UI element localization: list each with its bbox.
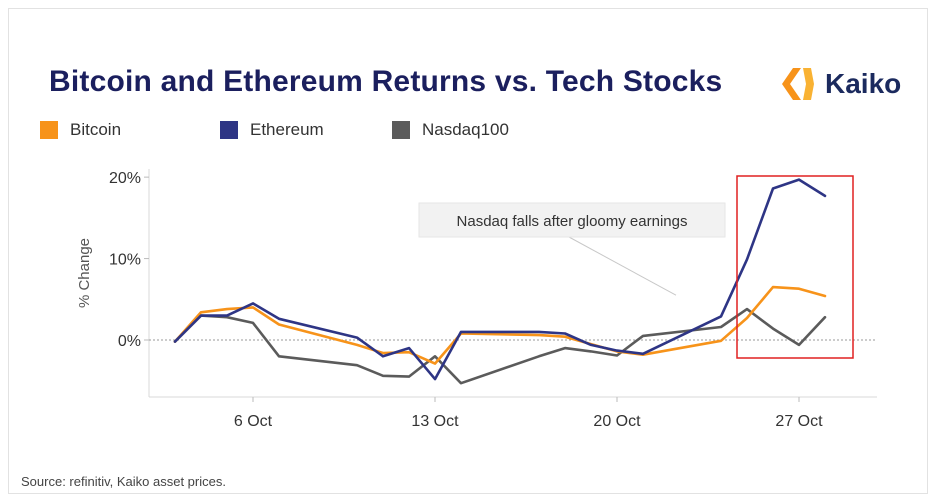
logo-text: Kaiko bbox=[825, 68, 902, 99]
y-tick-label: 20% bbox=[109, 170, 141, 187]
x-tick-label: 13 Oct bbox=[411, 413, 459, 430]
legend-swatch-nasdaq bbox=[392, 121, 410, 139]
y-tick-label: 10% bbox=[109, 252, 141, 269]
kaiko-logo-icon bbox=[782, 68, 814, 100]
kaiko-logo: Kaiko bbox=[779, 65, 901, 103]
highlight-box bbox=[736, 175, 854, 359]
y-axis-label: % Change bbox=[76, 238, 93, 308]
x-tick-label: 6 Oct bbox=[234, 413, 273, 430]
annotation-text: Nasdaq falls after gloomy earnings bbox=[457, 213, 688, 230]
legend-swatch-ethereum bbox=[220, 121, 238, 139]
legend-label-ethereum: Ethereum bbox=[250, 120, 324, 139]
legend-nasdaq: Nasdaq100 bbox=[392, 120, 509, 140]
legend-label-bitcoin: Bitcoin bbox=[70, 120, 122, 139]
series-line-bitcoin bbox=[173, 285, 827, 365]
annotation-box bbox=[418, 202, 726, 238]
x-tick-label: 27 Oct bbox=[775, 413, 823, 430]
series-line-ethereum bbox=[173, 178, 827, 381]
legend-bitcoin: Bitcoin bbox=[40, 120, 121, 140]
chart-title: Bitcoin and Ethereum Returns vs. Tech St… bbox=[49, 65, 723, 98]
chart-card: Bitcoin and Ethereum Returns vs. Tech St… bbox=[8, 8, 928, 494]
legend-label-nasdaq: Nasdaq100 bbox=[422, 120, 509, 139]
annotation-pointer bbox=[568, 236, 677, 296]
x-tick-label: 20 Oct bbox=[593, 413, 641, 430]
y-tick-label: 0% bbox=[118, 333, 141, 350]
source-note: Source: refinitiv, Kaiko asset prices. bbox=[21, 474, 226, 489]
legend-ethereum: Ethereum bbox=[220, 120, 324, 140]
series-line-nasdaq100 bbox=[173, 307, 827, 385]
legend-swatch-bitcoin bbox=[40, 121, 58, 139]
